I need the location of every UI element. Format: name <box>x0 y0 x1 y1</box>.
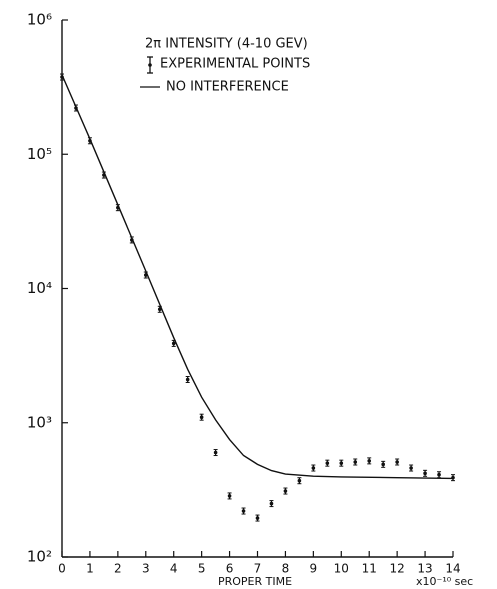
x-tick-label: 9 <box>310 562 318 576</box>
data-point <box>241 507 246 515</box>
data-point <box>353 458 358 466</box>
x-axis-unit: x10⁻¹⁰ sec <box>416 575 473 588</box>
x-tick-label: 12 <box>390 562 405 576</box>
legend-label: NO INTERFERENCE <box>166 80 289 95</box>
x-tick-label: 10 <box>334 562 349 576</box>
x-tick-label: 14 <box>445 562 460 576</box>
x-tick-label: 8 <box>282 562 290 576</box>
data-point <box>367 457 372 465</box>
data-point <box>199 413 204 421</box>
x-tick-label: 6 <box>226 562 234 576</box>
data-point <box>381 460 386 468</box>
data-point <box>325 459 330 467</box>
x-tick-label: 5 <box>198 562 206 576</box>
x-tick-label: 11 <box>362 562 377 576</box>
data-point <box>213 449 218 457</box>
y-tick-label: 10³ <box>27 413 52 431</box>
y-tick-label: 10⁵ <box>27 145 52 163</box>
x-tick-label: 3 <box>142 562 150 576</box>
x-tick-label: 1 <box>86 562 94 576</box>
data-line <box>61 74 454 480</box>
x-tick-label: 13 <box>417 562 432 576</box>
data-point <box>437 471 442 479</box>
x-axis-label: PROPER TIME <box>218 575 292 588</box>
legend: EXPERIMENTAL POINTS NO INTERFERENCE <box>140 56 310 95</box>
data-point <box>395 458 400 466</box>
y-tick-label: 10² <box>27 548 52 566</box>
data-point <box>409 464 414 472</box>
data-point <box>311 464 316 472</box>
legend-marker <box>148 63 152 67</box>
data-point <box>255 514 260 522</box>
y-tick-label: 10⁴ <box>27 279 52 297</box>
data-point <box>269 500 274 508</box>
data-point <box>297 477 302 485</box>
data-point <box>339 459 344 467</box>
data-point <box>171 339 176 347</box>
x-tick-label: 7 <box>254 562 262 576</box>
data-point <box>423 469 428 477</box>
x-tick-label: 2 <box>114 562 122 576</box>
x-tick-label: 0 <box>58 562 66 576</box>
data-point <box>227 492 232 500</box>
y-tick-label: 10⁶ <box>27 11 52 29</box>
data-point <box>185 375 190 383</box>
data-point <box>283 487 288 495</box>
legend-label: EXPERIMENTAL POINTS <box>160 57 310 72</box>
x-tick-label: 4 <box>170 562 178 576</box>
data-point <box>451 474 455 482</box>
chart-title: 2π INTENSITY (4-10 GEV) <box>145 37 308 52</box>
